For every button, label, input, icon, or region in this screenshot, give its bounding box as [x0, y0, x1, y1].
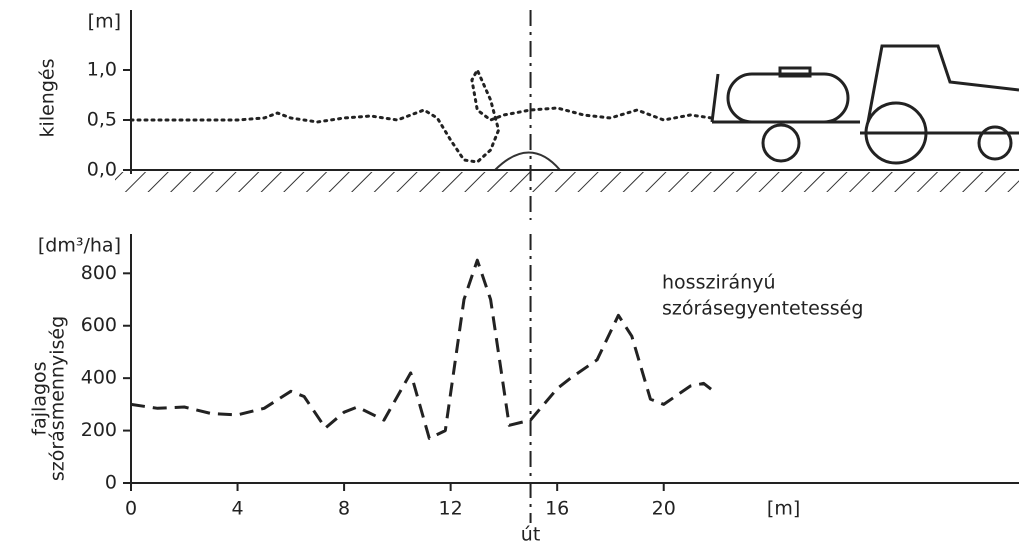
ground-hatch [115, 172, 1019, 192]
y-tick-label: 600 [81, 314, 117, 336]
y-tick-label: 800 [81, 262, 117, 284]
x-tick-label: 4 [231, 498, 243, 520]
y-unit-label: [m] [88, 11, 121, 33]
data-line [129, 68, 714, 164]
y-tick-label: 0 [105, 472, 117, 494]
annotation: hosszirányú [662, 272, 776, 294]
y-tick-label: 0,5 [87, 109, 117, 131]
y-axis-title: szórásmennyiség [47, 316, 69, 481]
y-tick-label: 1,0 [87, 59, 117, 81]
y-axis-title: fajlagos [29, 361, 51, 435]
y-tick-label: 400 [81, 367, 117, 389]
ground-bump [494, 151, 561, 171]
y-tick-label: 0,0 [87, 159, 117, 181]
annotation: szórásegyentetesség [662, 298, 863, 320]
x-unit-label: [m] [767, 498, 800, 520]
x-tick-label: 16 [545, 498, 569, 520]
y-unit-label: [dm³/ha] [38, 235, 121, 257]
x-tick-label: 8 [338, 498, 350, 520]
y-tick-label: 200 [81, 419, 117, 441]
y-axis-title: kilengés [37, 59, 59, 138]
tractor-illustration [710, 44, 1019, 165]
x-tick-label: 12 [439, 498, 463, 520]
data-line [130, 258, 718, 440]
x-tick-label: 0 [125, 498, 137, 520]
x-axis-title: út [521, 524, 541, 545]
x-tick-label: 20 [652, 498, 676, 520]
